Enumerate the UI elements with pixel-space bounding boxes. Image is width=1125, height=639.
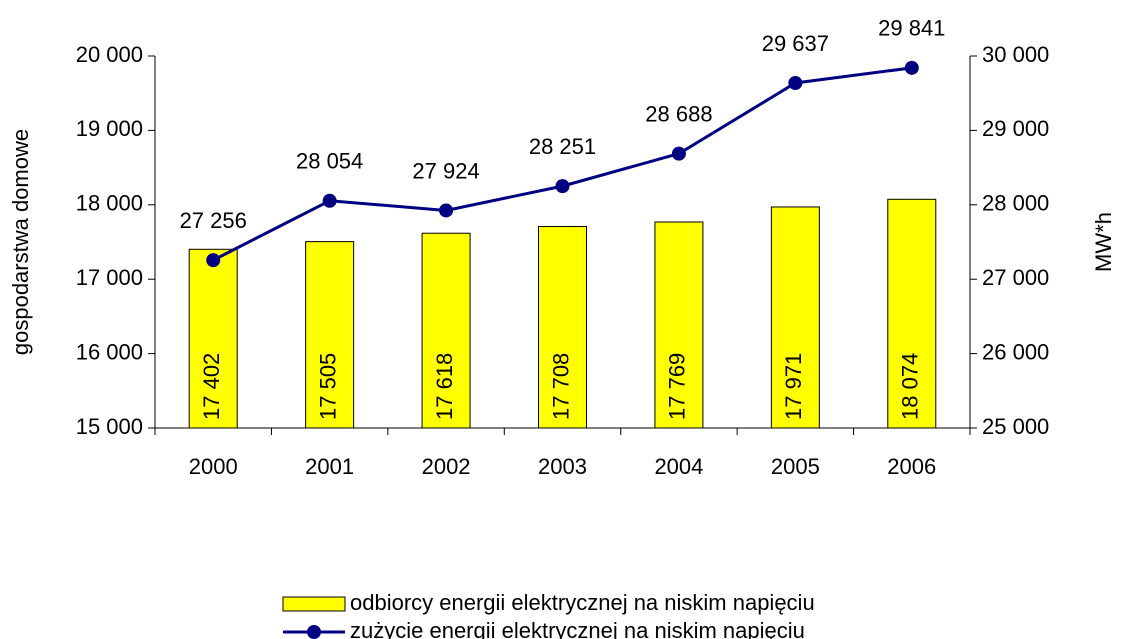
bar-value-label: 17 708: [548, 353, 573, 420]
line-value-label: 28 688: [645, 101, 712, 126]
bar-value-label: 17 505: [315, 353, 340, 420]
bar-value-label: 17 618: [432, 353, 457, 420]
x-tick-label: 2003: [538, 454, 587, 479]
line-marker: [322, 193, 337, 208]
line-value-label: 29 841: [878, 16, 945, 41]
bar: [538, 226, 587, 429]
bar: [188, 248, 238, 429]
line-marker: [671, 146, 686, 161]
bar-value-label: 17 769: [665, 353, 690, 420]
y-tick-label: 18 000: [76, 191, 143, 216]
x-tick-label: 2000: [189, 454, 238, 479]
bar-value-label: 18 074: [898, 353, 923, 420]
y2-tick-label: 26 000: [982, 339, 1049, 364]
y2-tick-label: 25 000: [982, 414, 1049, 439]
x-tick-label: 2001: [305, 454, 354, 479]
y-tick-label: 19 000: [76, 116, 143, 141]
line-value-label: 28 054: [296, 149, 363, 174]
bar: [770, 206, 820, 429]
line-value-label: 27 256: [180, 208, 247, 233]
y-tick-label: 20 000: [76, 42, 143, 67]
line-value-label: 29 637: [762, 31, 829, 56]
x-tick-label: 2006: [887, 454, 936, 479]
x-tick-label: 2005: [771, 454, 820, 479]
y2-tick-label: 29 000: [982, 116, 1049, 141]
legend-marker: [307, 625, 321, 639]
line-marker: [439, 203, 454, 218]
bar: [421, 232, 471, 429]
bar-value-label: 17 402: [199, 353, 224, 420]
bar: [305, 241, 355, 429]
line-marker: [904, 60, 919, 75]
y-tick-label: 15 000: [76, 414, 143, 439]
y2-tick-label: 27 000: [982, 265, 1049, 290]
x-tick-label: 2002: [422, 454, 471, 479]
line-value-label: 28 251: [529, 134, 596, 159]
y-tick-label: 17 000: [76, 265, 143, 290]
y-tick-label: 16 000: [76, 339, 143, 364]
legend-label: odbiorcy energii elektrycznej na niskim …: [350, 590, 815, 615]
line-marker: [206, 253, 221, 268]
legend-label: zużycie energii elektrycznej na niskim n…: [350, 618, 805, 639]
y2-axis-label: MW*h: [1091, 212, 1116, 272]
legend-swatch: [282, 596, 346, 612]
bar-value-label: 17 971: [781, 353, 806, 420]
x-tick-label: 2004: [654, 454, 703, 479]
bar: [887, 198, 937, 429]
line-marker: [555, 179, 570, 194]
y2-tick-label: 30 000: [982, 42, 1049, 67]
bar: [654, 221, 704, 429]
line-marker: [788, 76, 803, 91]
y-axis-label: gospodarstwa domowe: [8, 129, 33, 355]
y2-tick-label: 28 000: [982, 191, 1049, 216]
line-value-label: 27 924: [412, 158, 479, 183]
